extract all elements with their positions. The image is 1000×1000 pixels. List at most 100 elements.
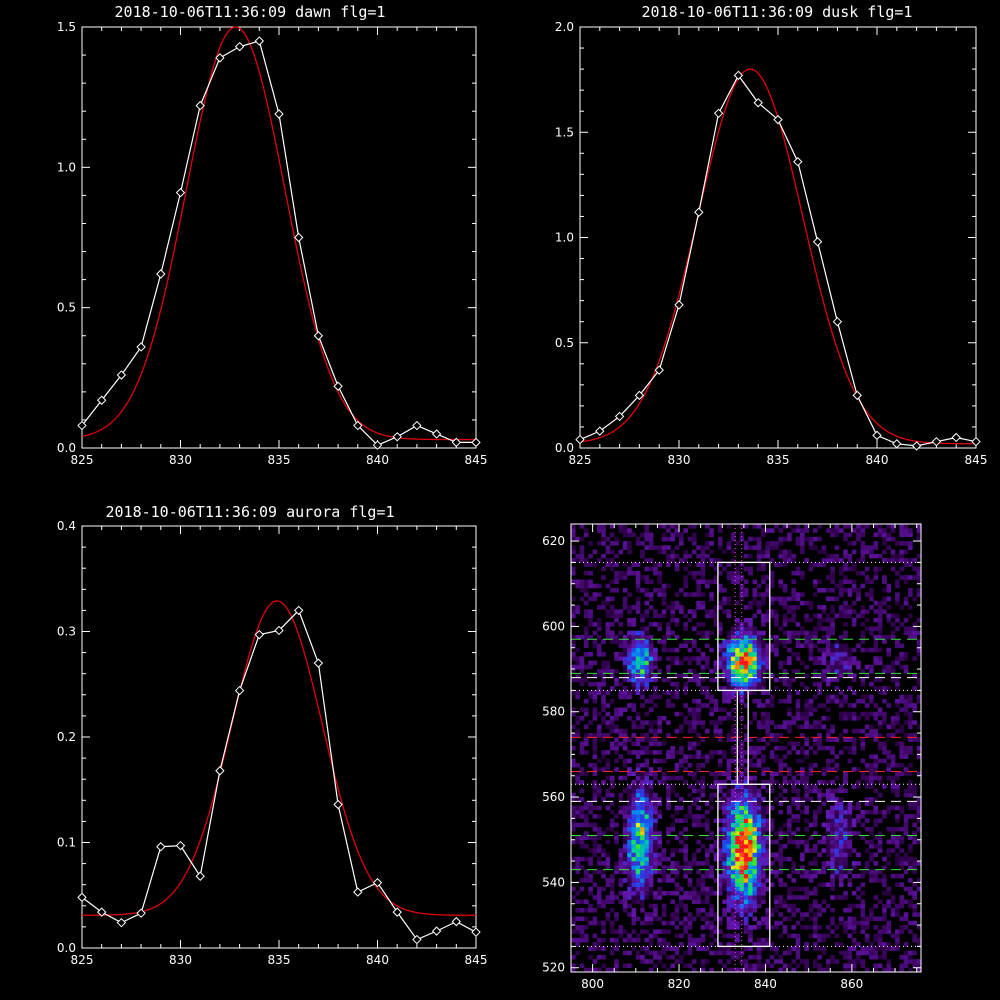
heatmap-cell xyxy=(735,933,740,939)
heatmap-cell xyxy=(674,694,680,700)
heatmap-cell xyxy=(618,613,624,619)
heatmap-cell xyxy=(609,524,615,529)
heatmap-cell xyxy=(765,545,771,550)
heatmap-cell xyxy=(691,967,697,973)
heatmap-cell xyxy=(748,690,753,695)
heatmap-cell xyxy=(752,839,758,845)
heatmap-cell xyxy=(778,639,784,644)
heatmap-cell xyxy=(886,545,892,550)
heatmap-cell xyxy=(609,673,615,678)
heatmap-cell xyxy=(635,664,641,670)
heatmap-cell xyxy=(666,929,671,934)
heatmap-cell xyxy=(851,656,857,661)
heatmap-cell xyxy=(765,942,771,947)
heatmap-cell xyxy=(717,946,723,951)
heatmap-cell xyxy=(864,967,870,973)
heatmap-cell xyxy=(869,728,874,734)
heatmap-cell xyxy=(683,826,688,832)
heatmap-cell xyxy=(735,797,740,802)
measured-point xyxy=(852,390,862,401)
heatmap-cell xyxy=(899,839,905,845)
heatmap-cell xyxy=(860,890,866,896)
heatmap-cell xyxy=(609,899,615,905)
heatmap-cell xyxy=(631,669,637,674)
heatmap-cell xyxy=(765,652,771,657)
heatmap-cell xyxy=(618,575,624,580)
heatmap-cell xyxy=(687,950,693,956)
heatmap-cell xyxy=(735,950,740,956)
heatmap-cell xyxy=(596,890,602,896)
heatmap-cell xyxy=(700,690,706,695)
heatmap-cell xyxy=(765,660,771,666)
heatmap-cell xyxy=(722,677,727,683)
heatmap-cell xyxy=(908,750,913,755)
heatmap-cell xyxy=(869,762,874,768)
heatmap-cell xyxy=(908,575,913,580)
heatmap-cell xyxy=(752,579,758,585)
heatmap-cell xyxy=(817,690,822,695)
heatmap-cell xyxy=(717,805,723,811)
heatmap-cell xyxy=(579,937,585,943)
heatmap-cell xyxy=(882,809,887,815)
heatmap-cell xyxy=(843,728,848,734)
heatmap-cell xyxy=(774,724,779,730)
heatmap-cell xyxy=(877,656,883,661)
heatmap-cell xyxy=(748,903,753,909)
heatmap-cell xyxy=(704,686,710,691)
heatmap-cell xyxy=(627,566,632,572)
heatmap-cell xyxy=(622,707,628,713)
heatmap-cell xyxy=(687,937,693,943)
heatmap-cell xyxy=(890,826,896,832)
heatmap-cell xyxy=(730,814,736,819)
heatmap-cell xyxy=(908,878,913,883)
heatmap-cell xyxy=(579,745,585,751)
heatmap-cell xyxy=(631,908,637,913)
heatmap-cell xyxy=(704,886,710,892)
heatmap-cell xyxy=(765,724,771,730)
heatmap-cell xyxy=(588,908,593,913)
heatmap-cell xyxy=(717,600,723,606)
heatmap-cell xyxy=(661,946,667,951)
heatmap-cell xyxy=(752,882,758,887)
heatmap-cell xyxy=(635,775,641,781)
heatmap-cell xyxy=(722,643,727,649)
heatmap-cell xyxy=(791,720,796,725)
heatmap-cell xyxy=(674,660,680,666)
heatmap-cell xyxy=(908,733,913,738)
heatmap-cell xyxy=(571,916,576,922)
heatmap-cell xyxy=(679,818,684,823)
heatmap-cell xyxy=(596,669,602,674)
heatmap-cell xyxy=(903,562,909,567)
heatmap-cell xyxy=(782,643,788,649)
heatmap-cell xyxy=(640,797,645,802)
heatmap-cell xyxy=(886,652,892,657)
heatmap-cell xyxy=(821,967,827,973)
heatmap-cell xyxy=(743,724,749,730)
heatmap-cell xyxy=(795,797,801,802)
heatmap-cell xyxy=(704,835,710,841)
heatmap-cell xyxy=(895,788,900,794)
heatmap-cell xyxy=(644,861,650,866)
heatmap-cell xyxy=(838,566,844,572)
heatmap-cell xyxy=(761,600,766,606)
heatmap-cell xyxy=(834,643,840,649)
y-tick-label: 0.4 xyxy=(57,519,76,533)
heatmap-cell xyxy=(640,929,645,934)
heatmap-cell xyxy=(687,916,693,922)
heatmap-cell xyxy=(700,963,706,969)
heatmap-cell xyxy=(635,792,641,798)
heatmap-cell xyxy=(812,856,818,862)
heatmap-cell xyxy=(886,524,892,529)
heatmap-cell xyxy=(666,524,671,529)
heatmap-cell xyxy=(575,583,580,589)
heatmap-cell xyxy=(774,524,779,529)
heatmap-cell xyxy=(627,541,632,546)
heatmap-cell xyxy=(640,664,645,670)
heatmap-cell xyxy=(726,639,732,644)
heatmap-cell xyxy=(830,954,835,960)
heatmap-cell xyxy=(704,895,710,900)
heatmap-cell xyxy=(601,750,606,755)
heatmap-cell xyxy=(912,630,917,636)
heatmap-cell xyxy=(830,929,835,934)
heatmap-cell xyxy=(886,852,892,858)
